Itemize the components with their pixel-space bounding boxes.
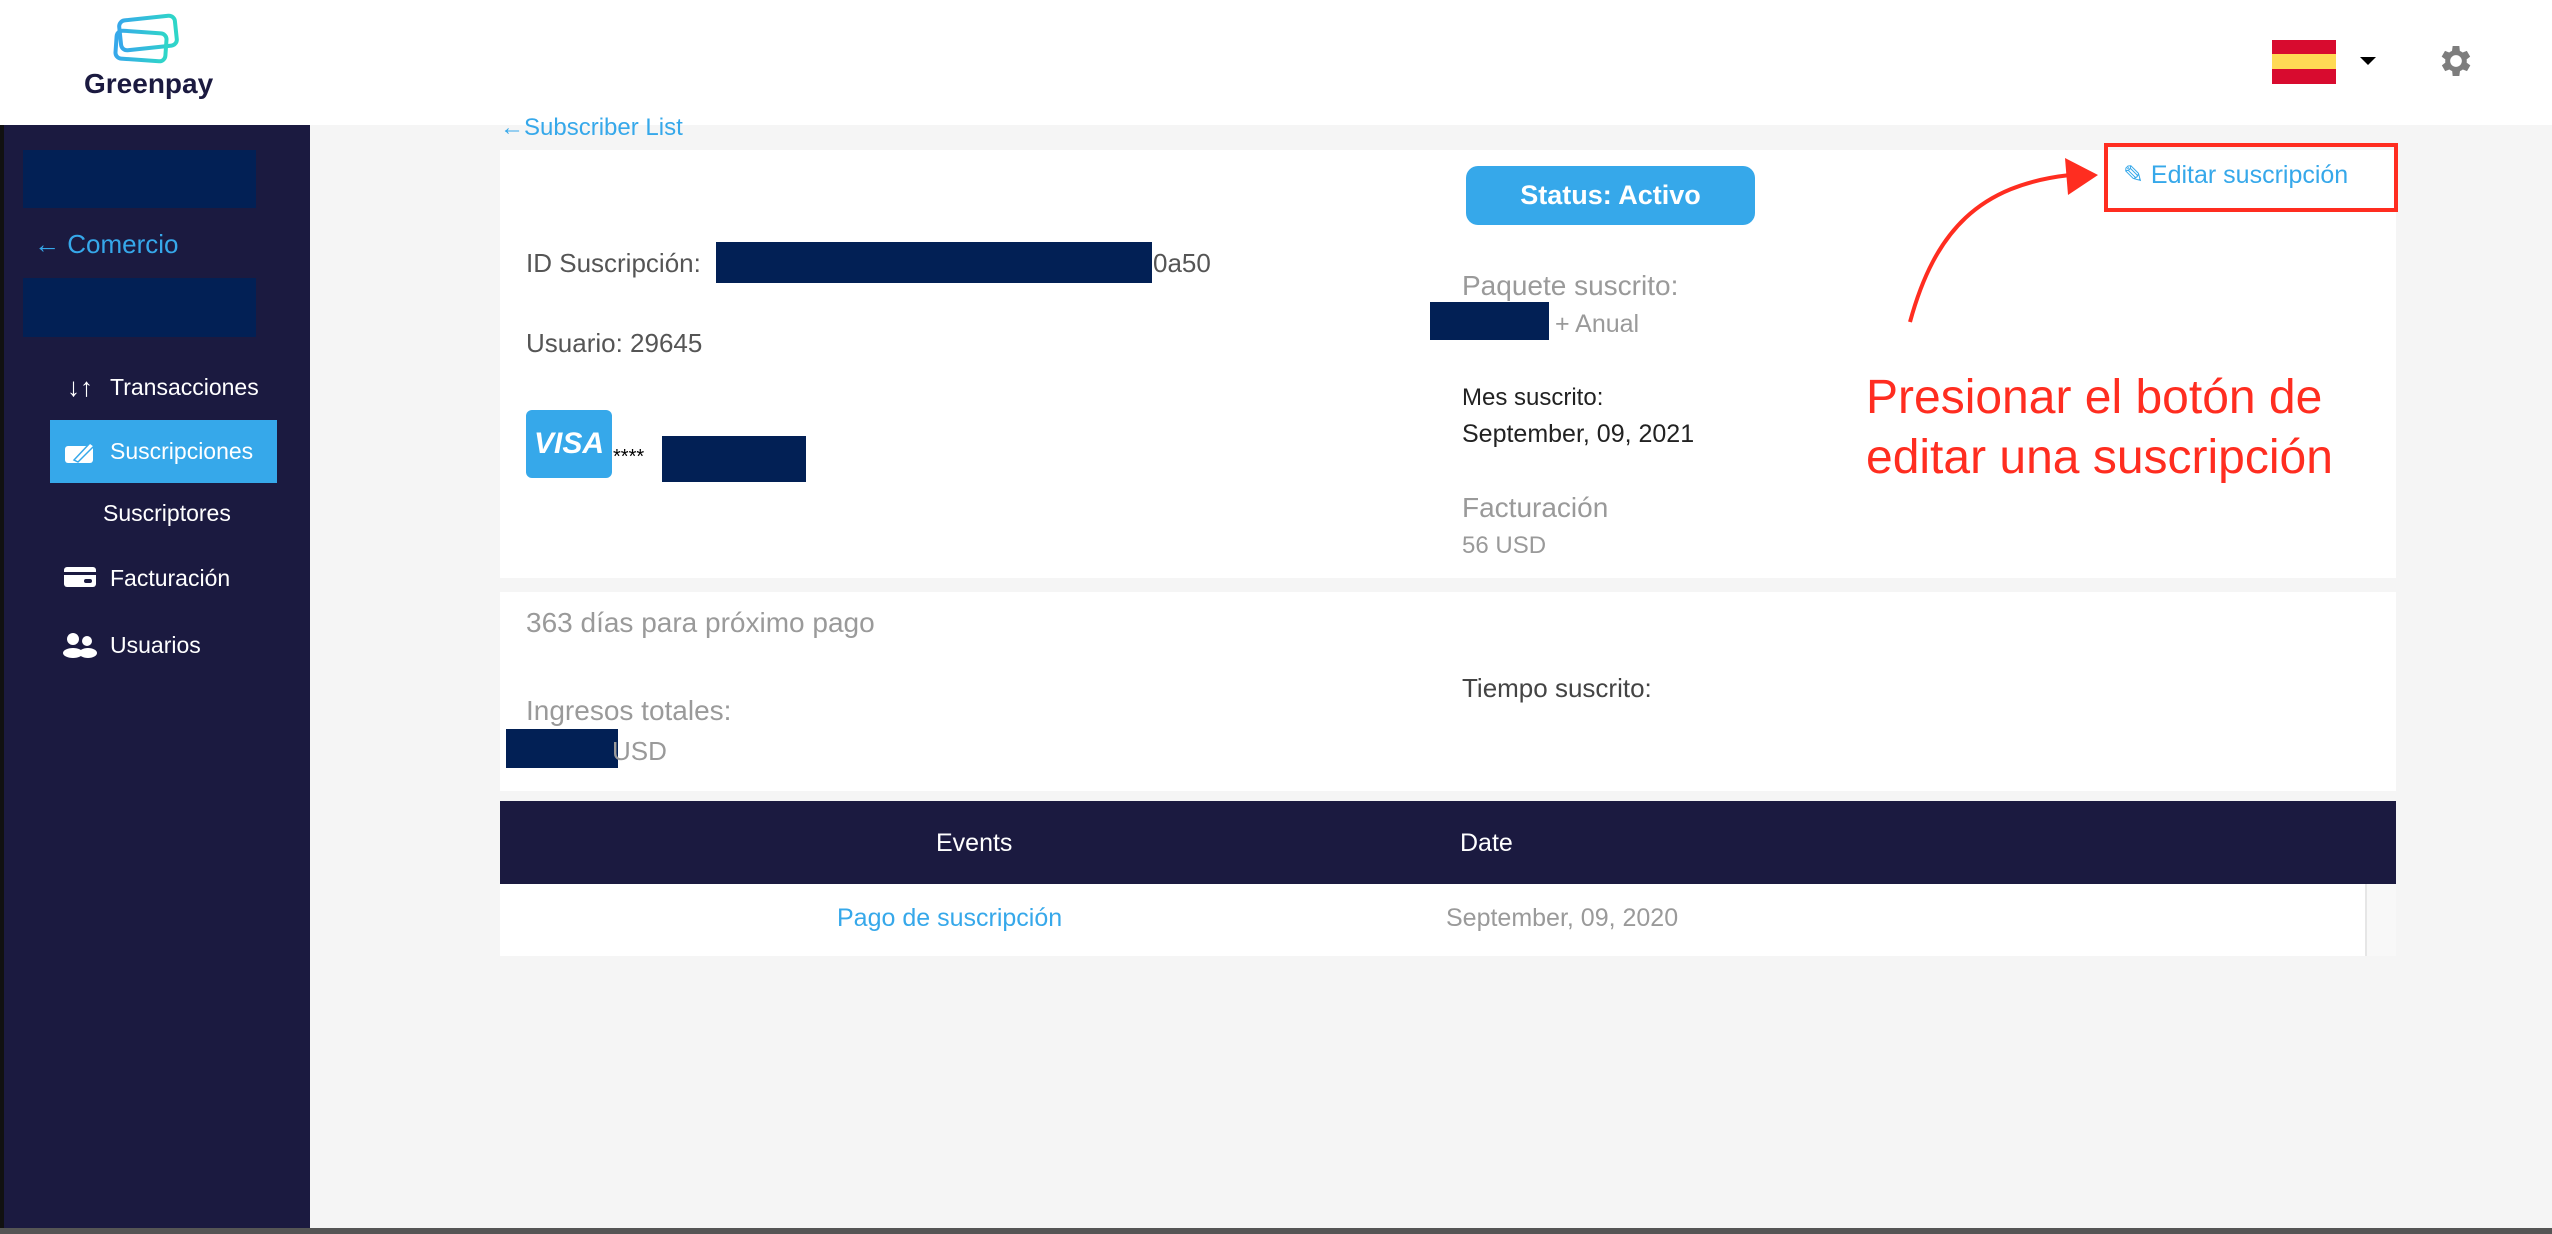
- sidebar-item-label: Transacciones: [110, 373, 259, 400]
- sidebar-item-facturacion[interactable]: Facturación: [50, 550, 277, 606]
- arrow-left-icon: ←: [500, 114, 524, 141]
- edit-square-icon: [60, 440, 100, 464]
- event-date: September, 09, 2020: [1446, 904, 1679, 932]
- redacted-subscription-id: [716, 242, 1152, 283]
- next-payment-text: 363 días para próximo pago: [526, 607, 875, 638]
- gear-icon[interactable]: [2436, 41, 2476, 81]
- income-label: Ingresos totales:: [526, 695, 732, 726]
- subscription-id-label: ID Suscripción:: [526, 248, 701, 278]
- sidebar-item-label: Usuarios: [110, 631, 201, 658]
- column-header-events: Events: [936, 829, 1013, 857]
- logo-cards-icon: [113, 13, 179, 64]
- logo[interactable]: Greenpay: [70, 12, 220, 112]
- sidebar-item-suscriptores[interactable]: Suscriptores: [103, 500, 231, 526]
- month-label: Mes suscrito:: [1462, 384, 1604, 411]
- users-icon: [60, 632, 100, 658]
- credit-card-icon: [60, 567, 100, 589]
- arrow-left-icon: ←: [34, 229, 60, 259]
- redacted-income: [506, 729, 618, 768]
- card-mask: ****: [613, 446, 645, 468]
- language-selector[interactable]: [2272, 40, 2376, 84]
- subscription-details-card: [500, 150, 2396, 578]
- visa-card-icon: VISA: [526, 410, 612, 478]
- payment-summary-card: [500, 592, 2396, 791]
- logo-text: Greenpay: [84, 68, 214, 99]
- user-id: Usuario: 29645: [526, 328, 703, 358]
- redacted-package-name: [1430, 302, 1549, 340]
- bottom-edge: [0, 1228, 2552, 1234]
- event-link[interactable]: Pago de suscripción: [837, 904, 1063, 932]
- sidebar: ← Comercio ↓↑ Transacciones Suscripcione…: [0, 125, 310, 1234]
- subscriber-list-link[interactable]: ←Subscriber List: [500, 114, 683, 142]
- status-badge[interactable]: Status: Activo: [1466, 166, 1755, 225]
- events-table-header: Events Date: [500, 801, 2396, 884]
- redacted-card-digits: [662, 436, 806, 482]
- annotation-arrow: [1908, 158, 2098, 323]
- caret-down-icon: [2360, 57, 2376, 65]
- month-value: September, 09, 2021: [1462, 420, 1695, 448]
- billing-label: Facturación: [1462, 492, 1609, 523]
- sidebar-item-usuarios[interactable]: Usuarios: [50, 617, 277, 673]
- back-to-comercio-link[interactable]: ← Comercio: [34, 229, 178, 260]
- arrows-up-down-icon: ↓↑: [67, 371, 93, 402]
- redacted-merchant-name: [23, 278, 256, 337]
- annotation-text-line-1: Presionar el botón de: [1866, 371, 2323, 424]
- subscriber-list-label: Subscriber List: [524, 114, 683, 141]
- edit-subscription-label: Editar suscripción: [2150, 161, 2349, 189]
- column-header-date: Date: [1460, 829, 1513, 857]
- redacted-merchant: [23, 150, 256, 208]
- spain-flag-icon: [2272, 40, 2336, 84]
- top-header: Greenpay: [0, 0, 2552, 125]
- time-subscribed-label: Tiempo suscrito:: [1462, 673, 1652, 703]
- sidebar-item-suscripciones[interactable]: Suscripciones: [50, 420, 277, 483]
- subscription-id-suffix: 0a50: [1153, 248, 1211, 278]
- comercio-label: Comercio: [67, 229, 179, 259]
- edit-subscription-button[interactable]: ✎ Editar suscripción: [2123, 160, 2348, 190]
- pencil-icon: ✎: [2123, 161, 2144, 189]
- billing-value: 56 USD: [1462, 532, 1547, 559]
- package-suffix: + Anual: [1555, 310, 1640, 338]
- annotation-highlight-box: [2104, 143, 2398, 212]
- package-label: Paquete suscrito:: [1462, 270, 1679, 301]
- sidebar-item-label: Suscripciones: [110, 438, 254, 464]
- income-suffix: USD: [612, 736, 667, 766]
- table-row: Pago de suscripción September, 09, 2020: [500, 884, 2396, 956]
- annotation-text-line-2: editar una suscripción: [1866, 431, 2333, 484]
- sidebar-item-transacciones[interactable]: ↓↑ Transacciones: [50, 359, 277, 415]
- table-scrollbar[interactable]: [2365, 884, 2367, 956]
- sidebar-item-label: Facturación: [110, 564, 231, 591]
